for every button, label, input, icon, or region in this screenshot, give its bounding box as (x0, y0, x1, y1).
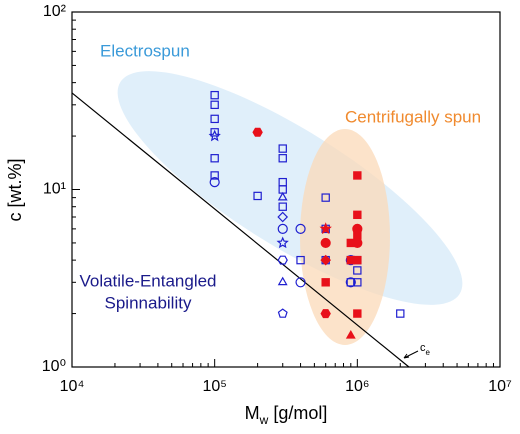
point (353, 171, 362, 180)
point (345, 277, 356, 288)
point (320, 309, 331, 319)
point (277, 255, 288, 265)
y-tick-label: 10¹ (43, 181, 66, 198)
point (278, 202, 287, 211)
point (253, 191, 262, 201)
y-axis-label: c [wt.%] (5, 158, 25, 221)
point (277, 223, 288, 234)
point (321, 278, 330, 287)
point (210, 90, 219, 100)
point (277, 276, 288, 286)
x-axis-label-part: w (259, 413, 269, 427)
point (210, 128, 219, 137)
plot-frame (71, 11, 501, 368)
point (346, 278, 356, 287)
point (353, 266, 362, 275)
y-tick-label: 10² (43, 3, 67, 20)
ce-line (71, 92, 410, 368)
centrifugal-region (300, 129, 390, 345)
point (208, 129, 221, 142)
point (295, 223, 306, 234)
x-tick-label: 10⁷ (488, 378, 512, 395)
annotation: Electrospun (100, 41, 190, 60)
point (353, 309, 362, 318)
x-tick-label: 10⁴ (60, 378, 85, 395)
ce-label-part: e (426, 348, 431, 357)
point (210, 114, 219, 124)
point (396, 309, 405, 318)
ce-arrow (403, 350, 419, 359)
x-axis-label: Mw [g/mol] (245, 403, 328, 427)
point (353, 278, 362, 287)
y-tick-label: 10⁰ (42, 358, 66, 375)
point (353, 255, 362, 265)
x-axis-label-part: M (245, 403, 260, 423)
point (352, 223, 363, 234)
point (278, 154, 287, 163)
point (252, 127, 263, 137)
point (296, 255, 305, 265)
point (210, 154, 219, 163)
point (210, 100, 219, 110)
ce-label: ce (420, 342, 431, 357)
point (321, 193, 330, 202)
point (295, 277, 306, 288)
x-tick-label: 10⁵ (202, 378, 226, 395)
ce-label-part: c (420, 342, 426, 354)
point (353, 210, 362, 220)
annotation: Volatile-Entangled (79, 271, 216, 290)
point (210, 171, 219, 180)
point (352, 237, 363, 249)
point (277, 211, 289, 223)
point (345, 329, 356, 339)
x-axis-label-part: [g/mol] (268, 403, 327, 423)
annotation: Centrifugally spun (345, 107, 481, 126)
point (319, 222, 332, 235)
point (277, 191, 288, 201)
point (320, 254, 332, 266)
point (278, 144, 287, 153)
point (209, 177, 220, 188)
annotation: Spinnability (105, 293, 192, 312)
point (277, 308, 288, 318)
x-tick-label: 10⁶ (345, 378, 369, 395)
point (320, 237, 331, 249)
point (276, 236, 289, 249)
